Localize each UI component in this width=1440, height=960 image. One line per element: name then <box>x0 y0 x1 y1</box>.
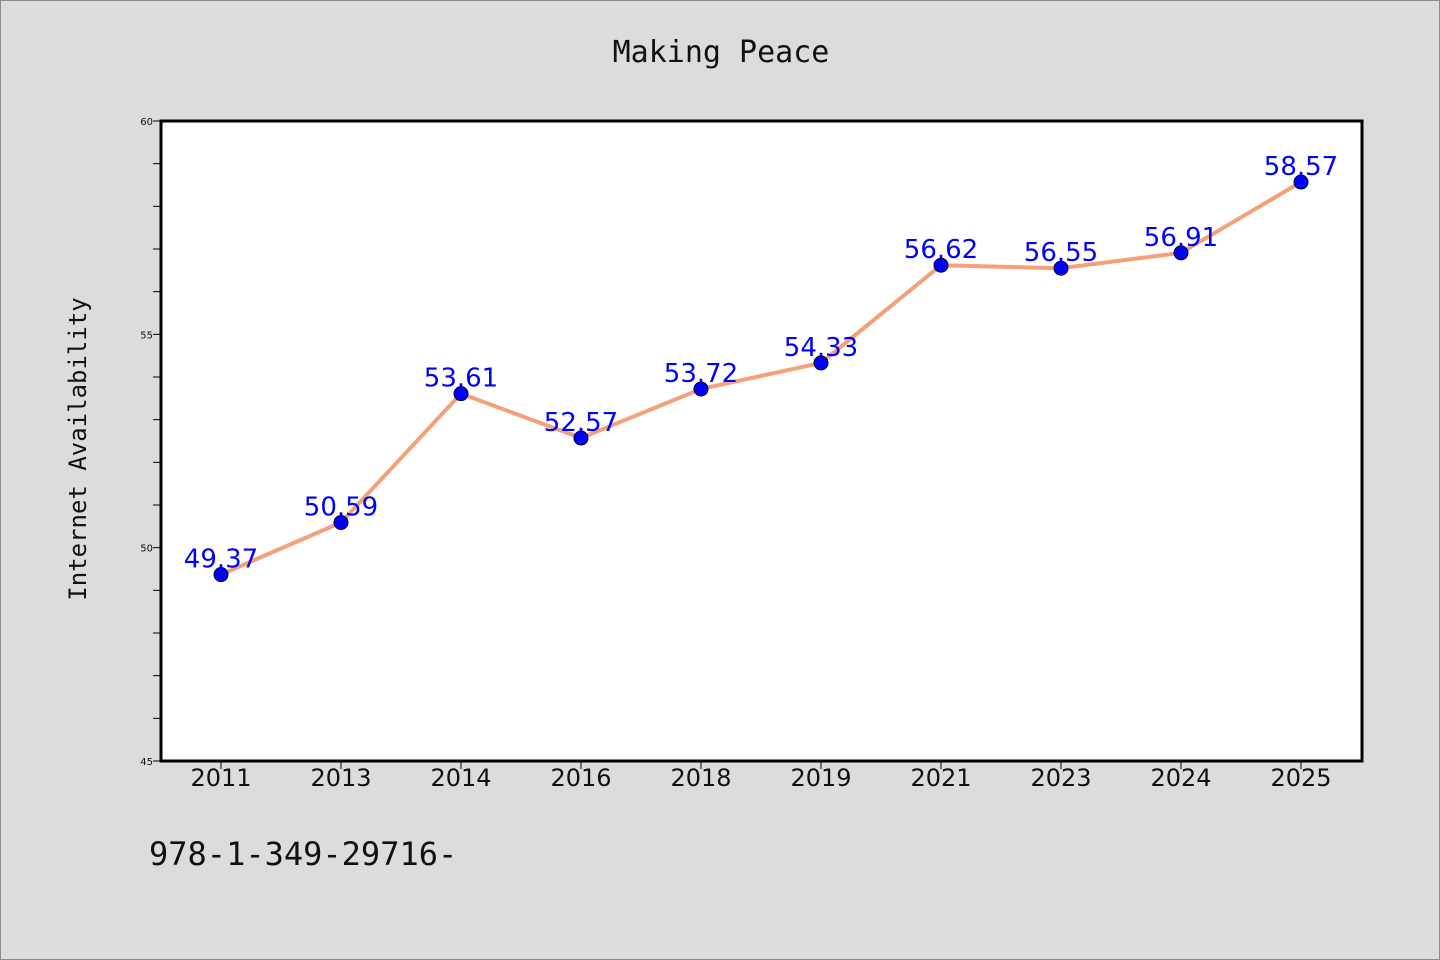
data-label: 50.59 <box>304 492 378 522</box>
data-label: 52.57 <box>544 408 618 438</box>
data-label: 58.57 <box>1264 152 1338 182</box>
x-tick-label: 2016 <box>550 764 611 792</box>
chart-title: Making Peace <box>612 35 830 70</box>
y-tick-label: 50 <box>140 544 153 555</box>
data-label: 49.37 <box>184 545 258 575</box>
y-tick-label: 45 <box>140 757 153 768</box>
x-axis: 2011 2013 2014 2016 2018 2019 2021 2023 2024 2025 <box>190 761 1332 792</box>
data-label: 56.55 <box>1024 238 1098 268</box>
data-label: 56.62 <box>904 235 978 265</box>
x-tick-label: 2025 <box>1270 764 1331 792</box>
series-line <box>219 180 1303 577</box>
data-label: 53.61 <box>424 364 498 394</box>
x-tick-label: 2014 <box>430 764 491 792</box>
x-tick-label: 2018 <box>670 764 731 792</box>
data-label: 56.91 <box>1144 223 1218 253</box>
x-tick-label: 2011 <box>190 764 251 792</box>
x-tick-label: 2023 <box>1030 764 1091 792</box>
data-point <box>813 355 829 371</box>
data-label: 54.33 <box>784 333 858 363</box>
x-tick-label: 2019 <box>790 764 851 792</box>
data-point <box>1053 260 1069 276</box>
series-line-group <box>219 180 1303 577</box>
data-point <box>453 386 469 402</box>
data-point <box>1293 174 1309 190</box>
y-tick-label: 60 <box>140 117 153 128</box>
data-labels-group: 49.37 50.59 53.61 52.57 53.72 54.33 56.62 56.55… <box>184 152 1338 575</box>
data-point <box>333 514 349 530</box>
y-axis: 45 50 55 60 <box>140 117 161 768</box>
plot-area <box>159 119 1364 763</box>
data-point <box>693 381 709 397</box>
x-tick-label: 2024 <box>1150 764 1211 792</box>
data-point <box>213 567 229 583</box>
y-tick-label: 55 <box>140 330 153 341</box>
markers-group <box>213 174 1309 583</box>
data-point <box>1173 245 1189 261</box>
footer-code: 978-1-349-29716- <box>149 835 458 873</box>
data-point <box>933 257 949 273</box>
x-tick-label: 2013 <box>310 764 371 792</box>
data-label: 53.72 <box>664 359 738 389</box>
data-point <box>573 430 589 446</box>
x-tick-label: 2021 <box>910 764 971 792</box>
